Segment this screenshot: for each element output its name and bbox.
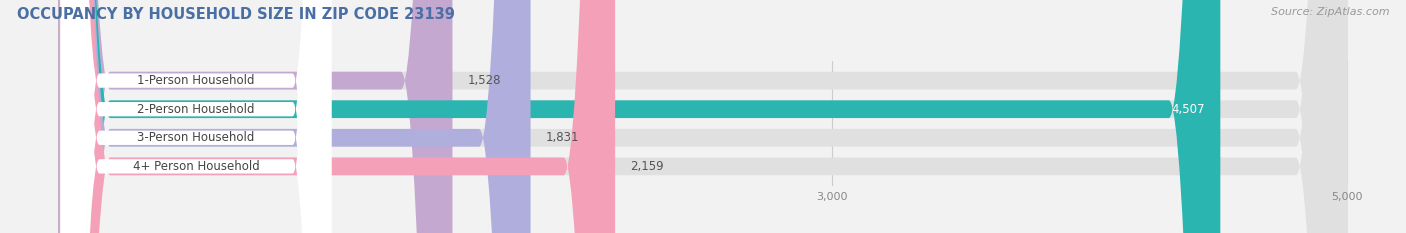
Text: OCCUPANCY BY HOUSEHOLD SIZE IN ZIP CODE 23139: OCCUPANCY BY HOUSEHOLD SIZE IN ZIP CODE … [17, 7, 454, 22]
FancyBboxPatch shape [59, 0, 614, 233]
Text: 1,528: 1,528 [468, 74, 502, 87]
FancyBboxPatch shape [60, 0, 332, 233]
FancyBboxPatch shape [59, 0, 1347, 233]
Text: 1,831: 1,831 [546, 131, 579, 144]
FancyBboxPatch shape [60, 0, 332, 233]
FancyBboxPatch shape [59, 0, 1347, 233]
Text: 3-Person Household: 3-Person Household [138, 131, 254, 144]
Text: 4+ Person Household: 4+ Person Household [132, 160, 259, 173]
Text: 1-Person Household: 1-Person Household [138, 74, 254, 87]
Text: 4,507: 4,507 [1171, 103, 1205, 116]
FancyBboxPatch shape [60, 0, 332, 233]
FancyBboxPatch shape [59, 0, 1220, 233]
FancyBboxPatch shape [59, 0, 1347, 233]
Text: 2-Person Household: 2-Person Household [138, 103, 254, 116]
FancyBboxPatch shape [60, 0, 332, 233]
Text: Source: ZipAtlas.com: Source: ZipAtlas.com [1271, 7, 1389, 17]
Text: 2,159: 2,159 [630, 160, 664, 173]
FancyBboxPatch shape [59, 0, 530, 233]
FancyBboxPatch shape [59, 0, 453, 233]
FancyBboxPatch shape [59, 0, 1347, 233]
